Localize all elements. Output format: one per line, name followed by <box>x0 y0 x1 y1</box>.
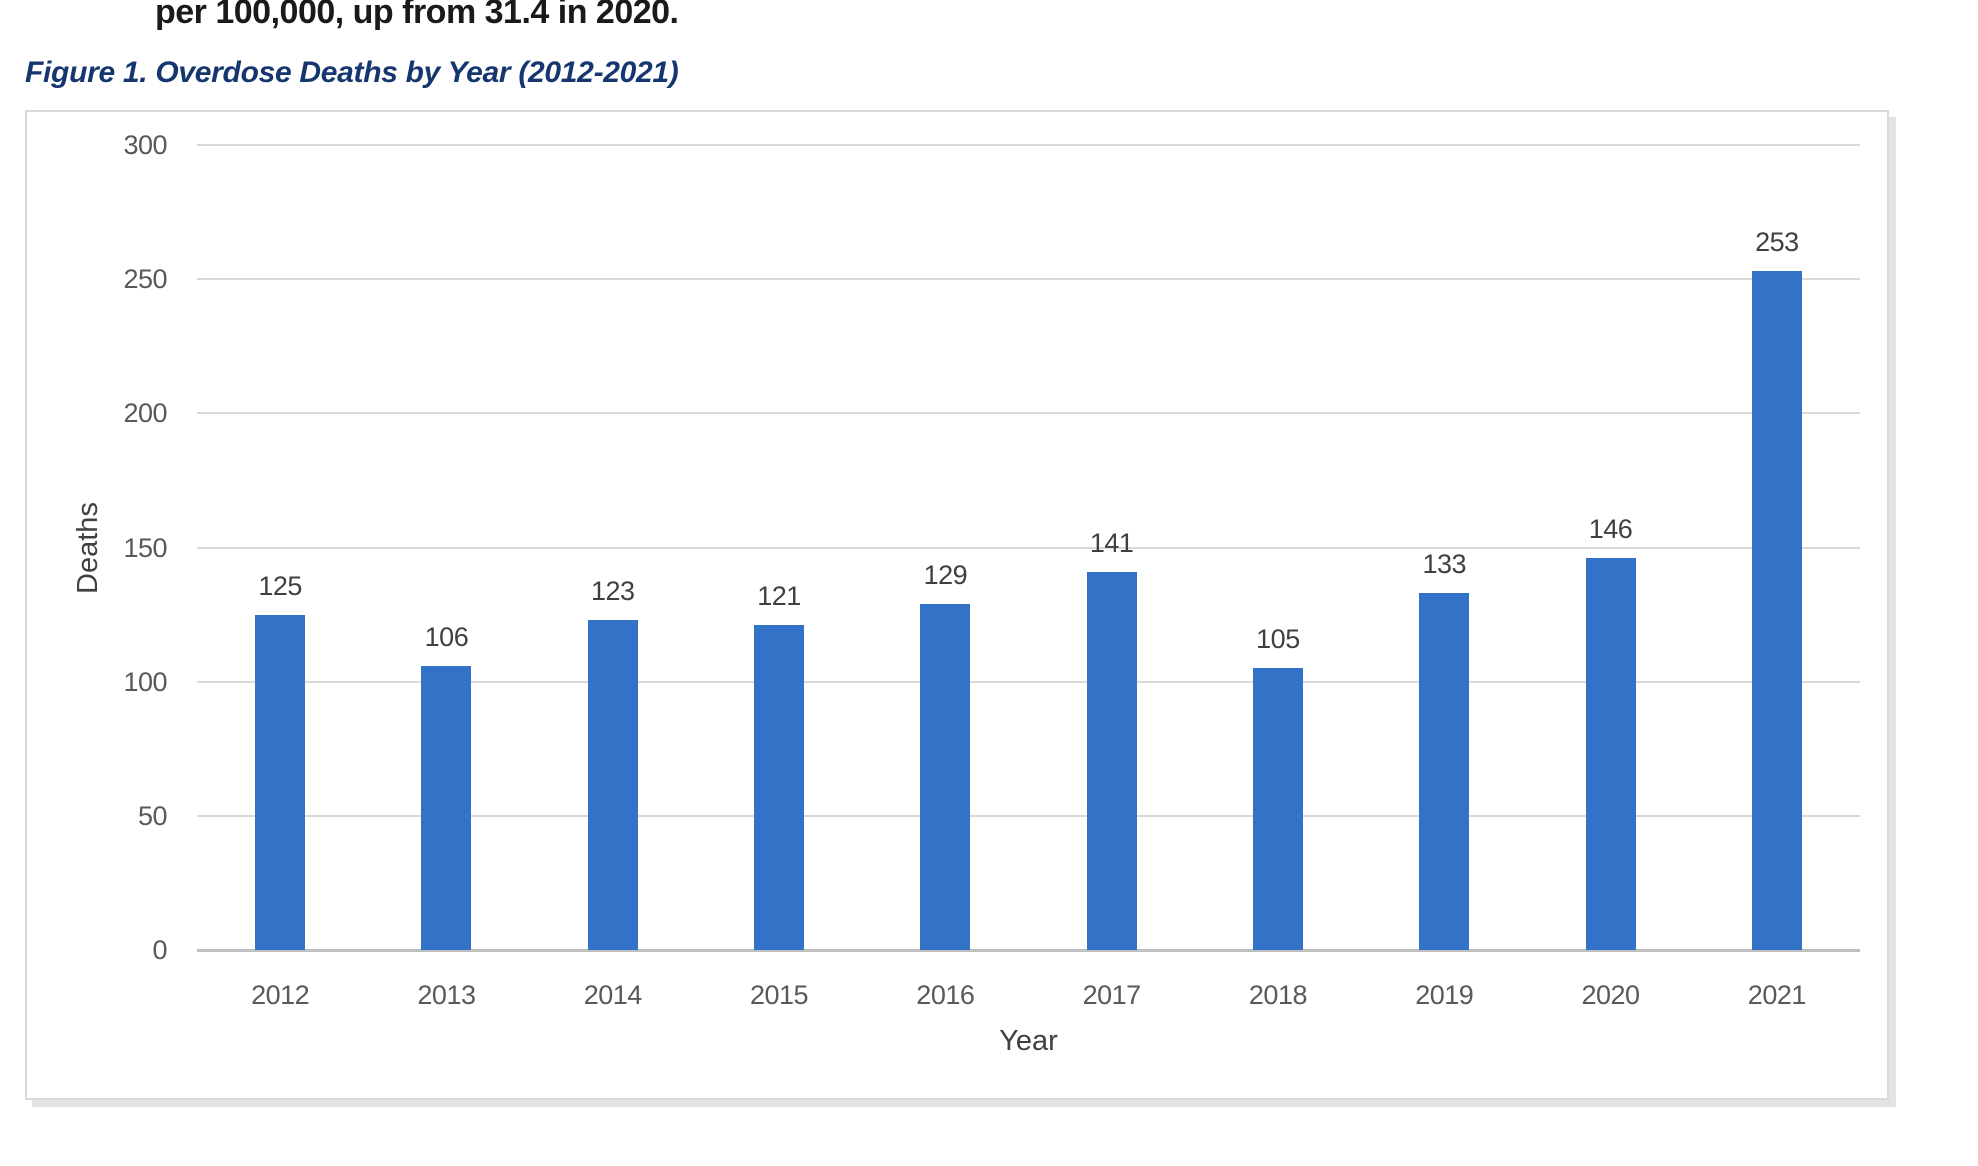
bar-2014 <box>587 619 638 950</box>
bar-2013 <box>421 665 472 950</box>
x-tick-label-2019: 2019 <box>1415 980 1474 1010</box>
y-tick-label-50: 50 <box>137 800 168 831</box>
bar-2019 <box>1419 593 1470 950</box>
y-tick-label-200: 200 <box>123 398 167 429</box>
x-tick-label-2015: 2015 <box>750 980 809 1010</box>
gridline-150 <box>197 546 1860 549</box>
data-label-2019: 133 <box>1422 549 1467 580</box>
x-tick-label-2021: 2021 <box>1747 980 1807 1010</box>
bar-2016 <box>920 603 971 950</box>
figure-1-bar-chart: 0 50 100 150 200 250 300 125 2012 106 2013 123 2014 1… <box>25 110 1889 1100</box>
y-tick-label-0: 0 <box>152 935 167 965</box>
data-label-2015: 121 <box>757 581 801 612</box>
x-tick-label-2013: 2013 <box>417 980 476 1010</box>
y-tick-label-150: 150 <box>123 532 167 563</box>
figure-caption: Figure 1. Overdose Deaths by Year (2012-… <box>25 56 679 89</box>
x-tick-label-2016: 2016 <box>916 980 975 1010</box>
x-tick-label-2014: 2014 <box>583 980 643 1010</box>
x-tick-label-2020: 2020 <box>1581 980 1641 1010</box>
y-tick-label-100: 100 <box>123 666 167 697</box>
gridline-100 <box>197 680 1860 683</box>
gridline-250 <box>197 278 1860 281</box>
data-label-2020: 146 <box>1588 514 1633 545</box>
data-label-2012: 125 <box>258 570 302 601</box>
bar-2012 <box>255 614 306 950</box>
bar-2017 <box>1086 571 1137 950</box>
data-label-2016: 129 <box>923 559 968 590</box>
data-label-2021: 253 <box>1755 227 1799 258</box>
data-label-2018: 105 <box>1256 624 1300 655</box>
x-tick-label-2017: 2017 <box>1082 980 1142 1010</box>
bar-2020 <box>1585 558 1636 950</box>
y-axis-title: Deaths <box>72 501 104 594</box>
bar-2021 <box>1751 271 1802 950</box>
x-tick-label-2018: 2018 <box>1248 980 1308 1010</box>
gridline-300 <box>197 144 1860 146</box>
x-axis-line <box>197 948 1860 952</box>
gridline-200 <box>197 412 1860 415</box>
bar-2018 <box>1252 668 1303 950</box>
x-tick-label-2012: 2012 <box>251 980 310 1010</box>
x-axis-title: Year <box>999 1025 1058 1057</box>
data-label-2014: 123 <box>590 575 635 606</box>
y-tick-label-250: 250 <box>123 264 167 295</box>
y-tick-label-300: 300 <box>123 130 167 160</box>
clipped-paragraph-text: per 100,000, up from 31.4 in 2020. <box>155 0 679 31</box>
gridline-50 <box>197 814 1860 817</box>
data-label-2017: 141 <box>1089 527 1134 558</box>
bar-2015 <box>754 625 805 950</box>
data-label-2013: 106 <box>424 621 469 652</box>
